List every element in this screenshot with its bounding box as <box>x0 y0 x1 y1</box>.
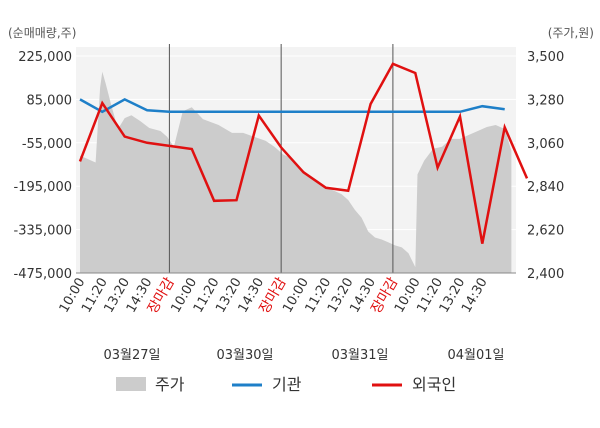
left-tick-2: -55,000 <box>22 137 72 152</box>
right-tick-5: 2,400 <box>527 267 564 282</box>
right-tick-2: 3,060 <box>527 137 564 152</box>
right-tick-3: 2,840 <box>527 180 564 195</box>
right-axis-unit: (주가,원) <box>548 26 594 40</box>
legend-price-label: 주가 <box>155 375 185 394</box>
right-axis-ticks: 3,500 3,280 3,060 2,840 2,620 2,400 <box>527 50 564 282</box>
day-dividers <box>168 44 394 273</box>
date-label-0327: 03월27일 <box>103 348 160 363</box>
date-label-0331: 03월31일 <box>331 348 388 363</box>
legend-price-swatch <box>116 377 146 391</box>
institution-line <box>79 97 505 114</box>
right-tick-1: 3,280 <box>527 93 564 108</box>
foreign-line <box>78 62 529 244</box>
left-tick-1: 85,000 <box>27 93 73 108</box>
legend-foreign-label: 외국인 <box>412 375 456 394</box>
right-tick-0: 3,500 <box>527 50 564 65</box>
price-area <box>80 71 512 273</box>
legend: 주가 기관 외국인 <box>116 375 456 394</box>
date-label-0401: 04월01일 <box>447 348 504 363</box>
left-tick-4: -335,000 <box>14 224 72 239</box>
left-tick-0: 225,000 <box>18 50 72 65</box>
x-axis-ticks: 10:0011:2013:2014:30장마감10:0011:2013:2014… <box>57 275 491 317</box>
date-label-0330: 03월30일 <box>216 348 273 363</box>
right-tick-4: 2,620 <box>527 224 564 239</box>
left-tick-3: -195,000 <box>14 180 72 195</box>
left-axis-unit: (순매매량,주) <box>8 26 76 40</box>
left-axis-ticks: 225,000 85,000 -55,000 -195,000 -335,000 -475… <box>14 50 72 282</box>
legend-institution-label: 기관 <box>272 375 302 394</box>
left-tick-5: -475,000 <box>14 267 72 282</box>
